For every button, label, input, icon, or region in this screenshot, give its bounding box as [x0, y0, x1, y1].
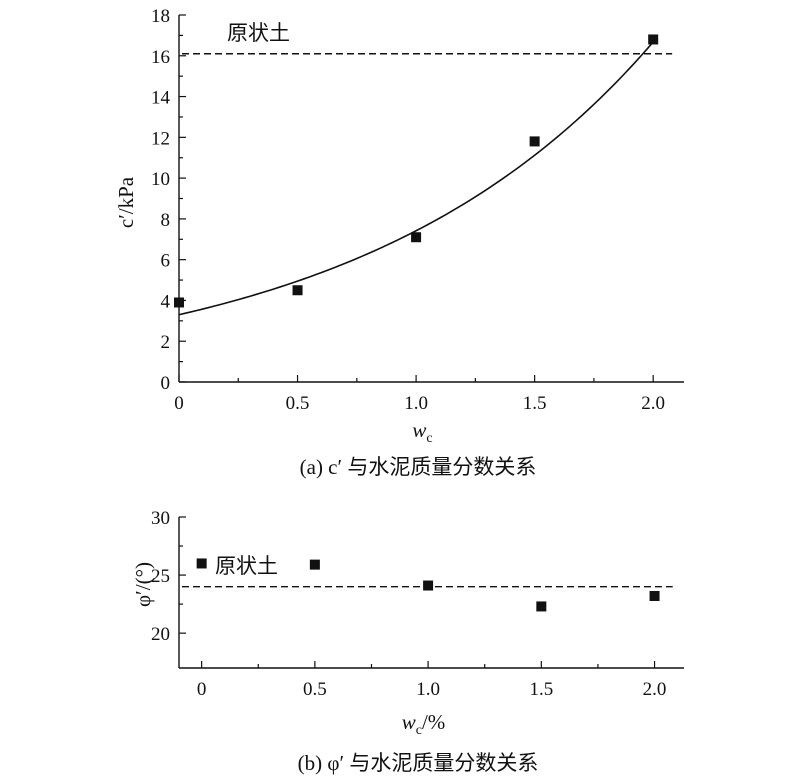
a-y-tick-label: 18 — [151, 6, 170, 27]
a-y-tick-label: 0 — [161, 373, 171, 394]
b-data-point — [649, 590, 660, 601]
a-y-tick-label: 16 — [151, 47, 170, 68]
a-data-point — [529, 136, 540, 147]
panel-b-caption: (b) φ′ 与水泥质量分数关系 — [298, 751, 539, 775]
panel-a-x-axis-label: wc — [412, 418, 432, 446]
a-data-point — [292, 285, 303, 296]
b-x-tick-label: 0.5 — [303, 679, 327, 700]
panel-b-points — [196, 558, 660, 612]
panel-b-ticks: 0 0.5 1.0 1.5 2.0 20 25 30 — [151, 508, 666, 700]
a-y-tick-label: 14 — [151, 88, 171, 109]
b-data-point — [196, 558, 207, 569]
b-data-point — [423, 580, 434, 591]
b-data-point — [536, 601, 547, 612]
a-x-tick-label: 2.0 — [641, 393, 665, 414]
b-y-tick-label: 30 — [151, 508, 170, 529]
b-x-tick-label: 2.0 — [643, 679, 667, 700]
a-fit-curve — [178, 41, 654, 316]
a-x-tick-label: 0.5 — [286, 393, 310, 414]
panel-b-y-axis-label: φ′/(°) — [131, 562, 155, 607]
panel-a-points — [174, 34, 659, 308]
b-y-tick-label: 25 — [151, 566, 170, 587]
panel-b-friction-angle: 0 0.5 1.0 1.5 2.0 20 25 30 原状土 wc/% φ′/(°) (b) … — [131, 508, 684, 775]
a-y-tick-label: 12 — [151, 128, 170, 149]
a-x-tick-label: 1.0 — [404, 393, 428, 414]
b-x-tick-label: 0 — [197, 679, 207, 700]
panel-a-ticks: 0 0.5 1.0 1.5 2.0 0 2 4 6 8 10 12 14 16 18 — [151, 6, 665, 414]
b-x-tick-label: 1.0 — [416, 679, 440, 700]
panel-b-x-axis-label-sub: c — [416, 723, 422, 738]
a-data-point — [648, 34, 659, 45]
panel-a-x-axis-label-main: w — [412, 418, 426, 442]
panel-b-reference-label: 原状土 — [215, 554, 278, 578]
a-y-tick-label: 10 — [151, 169, 170, 190]
panel-a-reference-label: 原状土 — [227, 21, 290, 45]
a-y-tick-label: 8 — [161, 210, 171, 231]
b-y-tick-label: 20 — [151, 624, 170, 645]
a-data-point — [411, 232, 422, 243]
a-y-tick-label: 4 — [161, 291, 171, 312]
panel-b-x-axis-label: wc/% — [402, 710, 446, 738]
b-data-point — [309, 559, 320, 570]
b-x-tick-label: 1.5 — [529, 679, 553, 700]
panel-a-y-axis-label: c′/kPa — [114, 176, 138, 228]
panel-a-fit — [178, 41, 654, 316]
a-y-tick-label: 2 — [161, 332, 171, 353]
a-y-tick-label: 6 — [161, 251, 171, 272]
panel-b-x-axis-label-main: w — [402, 710, 416, 734]
a-x-tick-label: 0 — [174, 393, 184, 414]
panel-a-x-axis-label-sub: c — [426, 431, 432, 446]
panel-a-caption: (a) c′ 与水泥质量分数关系 — [300, 455, 537, 479]
panel-a-cohesion: 0 0.5 1.0 1.5 2.0 0 2 4 6 8 10 12 14 16 18 原状土 wc c′/k… — [114, 6, 684, 479]
panel-b-x-axis-label-suffix: /% — [422, 710, 445, 734]
a-x-tick-label: 1.5 — [523, 393, 547, 414]
